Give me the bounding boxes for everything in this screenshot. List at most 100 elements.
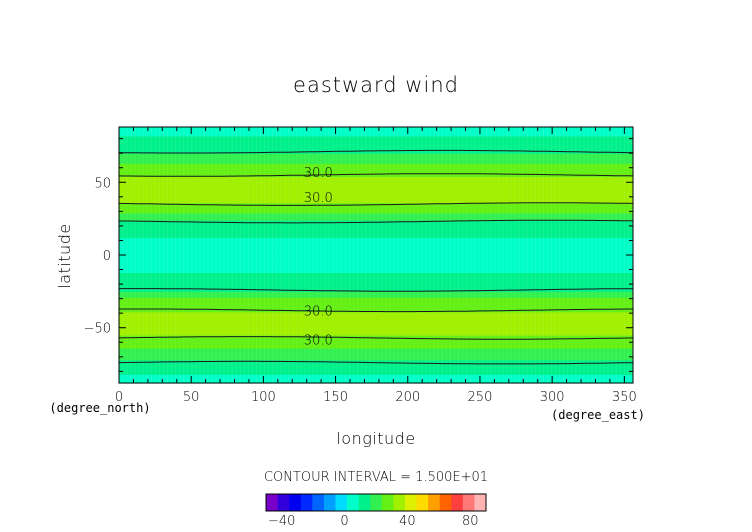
colorbar-tick-label: 80 [462,514,479,529]
wind-band [119,298,633,301]
wind-band [119,228,633,231]
y-unit-label: (degree_north) [49,401,150,415]
wind-band [119,303,633,306]
wind-band [119,329,633,332]
wind-band [119,215,633,218]
wind-band [119,359,633,362]
contour-line-15 [118,360,634,365]
wind-band [119,260,633,263]
wind-band [119,256,633,259]
contour-label: 30.0 [304,304,333,319]
wind-band [119,160,633,163]
wind-band [119,161,633,164]
wind-band [119,272,633,275]
wind-band [119,163,633,166]
wind-band [119,176,633,179]
wind-band [119,304,633,307]
wind-band [119,179,633,182]
colorbar-swatch [323,494,336,511]
wind-band [119,195,633,198]
wind-band [119,287,633,290]
wind-band [119,275,633,278]
wind-band [119,351,633,354]
wind-band [119,205,633,208]
wind-band [119,143,633,146]
wind-band [119,314,633,317]
wind-band [119,182,633,185]
colorbar-swatch [404,494,417,511]
wind-band [119,196,633,199]
wind-band [119,214,633,217]
wind-band [119,129,633,132]
wind-band [119,353,633,356]
colorbar-swatch [393,494,406,511]
wind-band [119,368,633,371]
contour-label: 30.0 [304,191,333,206]
wind-band [119,141,633,144]
wind-band [119,332,633,335]
wind-band [119,236,633,239]
wind-band [119,295,633,298]
x-tick-label: 300 [540,390,565,405]
wind-band [119,189,633,192]
chart-title: eastward wind [293,73,459,97]
wind-band [119,367,633,370]
wind-band [119,217,633,220]
x-axis-label: longitude [336,429,415,448]
wind-band [119,327,633,330]
x-tick-label: 200 [395,390,420,405]
y-tick-label: −50 [84,322,111,337]
wind-band [119,319,633,322]
wind-band [119,252,633,255]
wind-band [119,265,633,268]
wind-band [119,185,633,188]
wind-band [119,279,633,282]
wind-band [119,281,633,284]
wind-band [119,148,633,151]
wind-band [119,380,633,383]
wind-band [119,307,633,310]
colorbar-swatch [381,494,394,511]
wind-band [119,170,633,173]
wind-band [119,128,633,131]
wind-field [118,127,633,384]
wind-band [119,227,633,230]
wind-band [119,157,633,160]
wind-band [119,153,633,156]
colorbar-frame [265,493,487,512]
colorbar-swatch [416,494,429,511]
wind-band [119,225,633,228]
wind-band [119,335,633,338]
contour-line-15 [119,288,634,292]
wind-band [119,268,633,271]
wind-band [119,186,633,189]
wind-band [119,317,633,320]
wind-band [119,156,633,159]
contour-lines [118,149,634,365]
wind-band [119,308,633,311]
wind-band [119,337,633,340]
x-tick-label: 50 [183,390,200,405]
wind-band [119,191,633,194]
wind-band [119,198,633,201]
wind-band [119,166,633,169]
wind-band [119,180,633,183]
wind-band [119,358,633,361]
wind-band [119,333,633,336]
wind-band [119,349,633,352]
wind-band [119,131,633,134]
wind-band [119,244,633,247]
wind-band [119,343,633,346]
wind-band [119,316,633,319]
wind-band [119,330,633,333]
wind-band [119,220,633,223]
wind-band [119,255,633,258]
wind-band [119,249,633,252]
wind-band [119,356,633,359]
wind-band [119,348,633,351]
wind-band [119,211,633,214]
wind-band [119,151,633,154]
colorbar-swatch [428,494,440,511]
wind-band [119,342,633,345]
